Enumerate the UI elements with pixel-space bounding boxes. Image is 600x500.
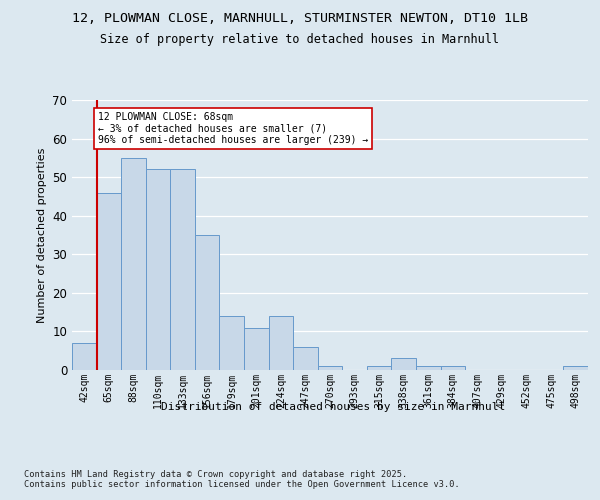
Text: Contains HM Land Registry data © Crown copyright and database right 2025.
Contai: Contains HM Land Registry data © Crown c… [24, 470, 460, 490]
Bar [416, 366, 440, 370]
Bar [367, 366, 391, 370]
Text: Size of property relative to detached houses in Marnhull: Size of property relative to detached ho… [101, 32, 499, 46]
Bar [293, 347, 318, 370]
Y-axis label: Number of detached properties: Number of detached properties [37, 148, 47, 322]
Bar [121, 158, 146, 370]
Bar [97, 192, 121, 370]
Text: 12, PLOWMAN CLOSE, MARNHULL, STURMINSTER NEWTON, DT10 1LB: 12, PLOWMAN CLOSE, MARNHULL, STURMINSTER… [72, 12, 528, 26]
Text: 12 PLOWMAN CLOSE: 68sqm
← 3% of detached houses are smaller (7)
96% of semi-deta: 12 PLOWMAN CLOSE: 68sqm ← 3% of detached… [98, 112, 368, 145]
Bar [440, 366, 465, 370]
Bar [318, 366, 342, 370]
Bar [146, 170, 170, 370]
Bar [170, 170, 195, 370]
Bar [72, 343, 97, 370]
Bar [220, 316, 244, 370]
Text: Distribution of detached houses by size in Marnhull: Distribution of detached houses by size … [161, 402, 505, 412]
Bar [244, 328, 269, 370]
Bar [195, 235, 220, 370]
Bar [269, 316, 293, 370]
Bar [391, 358, 416, 370]
Bar [563, 366, 588, 370]
